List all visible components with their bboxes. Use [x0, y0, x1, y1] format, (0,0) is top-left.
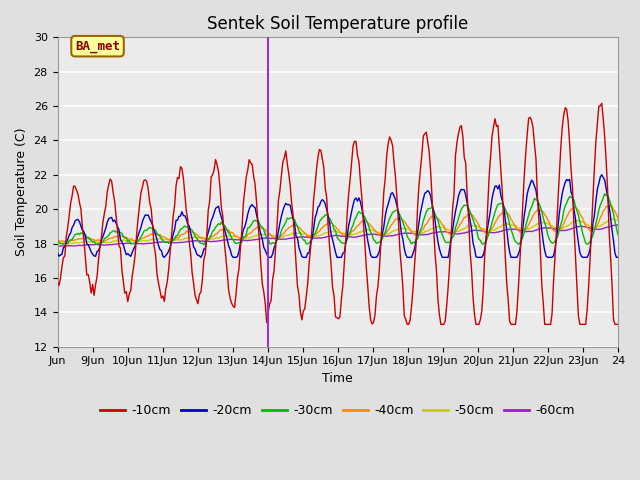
X-axis label: Time: Time [323, 372, 353, 385]
Y-axis label: Soil Temperature (C): Soil Temperature (C) [15, 128, 28, 256]
Title: Sentek Soil Temperature profile: Sentek Soil Temperature profile [207, 15, 468, 33]
Text: BA_met: BA_met [75, 40, 120, 53]
Legend: -10cm, -20cm, -30cm, -40cm, -50cm, -60cm: -10cm, -20cm, -30cm, -40cm, -50cm, -60cm [95, 399, 580, 422]
